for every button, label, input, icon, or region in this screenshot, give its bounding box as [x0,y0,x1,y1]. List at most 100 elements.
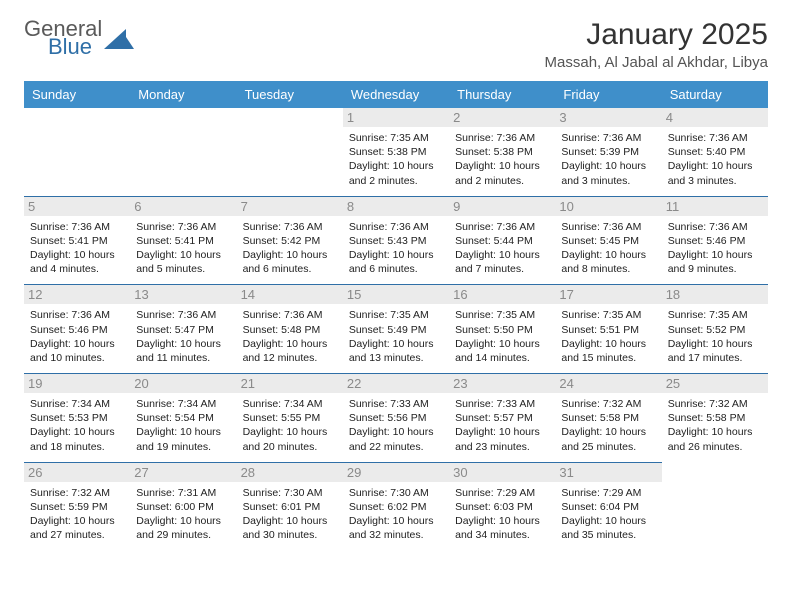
weekday-heading: Friday [555,81,661,108]
calendar-day-cell: 31Sunrise: 7:29 AMSunset: 6:04 PMDayligh… [555,462,661,550]
daylight-text: Daylight: 10 hours and 27 minutes. [30,514,124,542]
calendar-day-cell: 2Sunrise: 7:36 AMSunset: 5:38 PMDaylight… [449,108,555,196]
day-detail-text: Sunrise: 7:36 AMSunset: 5:46 PMDaylight:… [30,308,124,365]
day-number: 7 [237,197,343,216]
header: General Blue January 2025 Massah, Al Jab… [24,18,768,71]
daylight-text: Daylight: 10 hours and 20 minutes. [243,425,337,453]
daylight-text: Daylight: 10 hours and 6 minutes. [349,248,443,276]
sunrise-text: Sunrise: 7:36 AM [668,220,762,234]
calendar-day-cell: 20Sunrise: 7:34 AMSunset: 5:54 PMDayligh… [130,374,236,463]
day-number: 18 [662,285,768,304]
sunrise-text: Sunrise: 7:36 AM [243,220,337,234]
sunrise-text: Sunrise: 7:32 AM [561,397,655,411]
calendar-day-cell: 11Sunrise: 7:36 AMSunset: 5:46 PMDayligh… [662,196,768,285]
sunset-text: Sunset: 5:42 PM [243,234,337,248]
sunrise-text: Sunrise: 7:34 AM [243,397,337,411]
calendar-day-cell: 30Sunrise: 7:29 AMSunset: 6:03 PMDayligh… [449,462,555,550]
day-number: 8 [343,197,449,216]
sunset-text: Sunset: 5:40 PM [668,145,762,159]
daylight-text: Daylight: 10 hours and 4 minutes. [30,248,124,276]
daylight-text: Daylight: 10 hours and 8 minutes. [561,248,655,276]
calendar-day-cell: 14Sunrise: 7:36 AMSunset: 5:48 PMDayligh… [237,285,343,374]
calendar-day-cell: 29Sunrise: 7:30 AMSunset: 6:02 PMDayligh… [343,462,449,550]
day-detail-text: Sunrise: 7:34 AMSunset: 5:53 PMDaylight:… [30,397,124,454]
sunset-text: Sunset: 6:01 PM [243,500,337,514]
calendar-day-cell: 17Sunrise: 7:35 AMSunset: 5:51 PMDayligh… [555,285,661,374]
weekday-heading: Wednesday [343,81,449,108]
calendar-day-cell [662,462,768,550]
day-detail-text: Sunrise: 7:36 AMSunset: 5:42 PMDaylight:… [243,220,337,277]
sunset-text: Sunset: 5:51 PM [561,323,655,337]
calendar-day-cell: 9 Sunrise: 7:36 AMSunset: 5:44 PMDaylight… [449,196,555,285]
day-number: 3 [555,108,661,127]
calendar-day-cell: 13Sunrise: 7:36 AMSunset: 5:47 PMDayligh… [130,285,236,374]
sunrise-text: Sunrise: 7:36 AM [668,131,762,145]
daylight-text: Daylight: 10 hours and 32 minutes. [349,514,443,542]
day-detail-text: Sunrise: 7:35 AMSunset: 5:51 PMDaylight:… [561,308,655,365]
day-number: 9 [449,197,555,216]
sunrise-text: Sunrise: 7:35 AM [455,308,549,322]
sunset-text: Sunset: 5:38 PM [349,145,443,159]
day-number: 2 [449,108,555,127]
day-number: 19 [24,374,130,393]
sunset-text: Sunset: 5:54 PM [136,411,230,425]
sunrise-text: Sunrise: 7:36 AM [561,131,655,145]
day-number: 5 [24,197,130,216]
daylight-text: Daylight: 10 hours and 30 minutes. [243,514,337,542]
sunrise-text: Sunrise: 7:35 AM [561,308,655,322]
day-number: 27 [130,463,236,482]
calendar-day-cell [130,108,236,196]
sunset-text: Sunset: 5:59 PM [30,500,124,514]
sunset-text: Sunset: 5:45 PM [561,234,655,248]
day-number: 25 [662,374,768,393]
sunset-text: Sunset: 5:41 PM [30,234,124,248]
day-detail-text: Sunrise: 7:36 AMSunset: 5:41 PMDaylight:… [30,220,124,277]
sunrise-text: Sunrise: 7:33 AM [349,397,443,411]
sunrise-text: Sunrise: 7:29 AM [455,486,549,500]
weekday-heading: Tuesday [237,81,343,108]
sunrise-text: Sunrise: 7:32 AM [30,486,124,500]
calendar-day-cell: 26 Sunrise: 7:32 AMSunset: 5:59 PMDayligh… [24,462,130,550]
sunset-text: Sunset: 5:56 PM [349,411,443,425]
daylight-text: Daylight: 10 hours and 2 minutes. [455,159,549,187]
calendar-day-cell: 16 Sunrise: 7:35 AMSunset: 5:50 PMDayligh… [449,285,555,374]
day-detail-text: Sunrise: 7:35 AMSunset: 5:50 PMDaylight:… [455,308,549,365]
sunrise-text: Sunrise: 7:33 AM [455,397,549,411]
logo-text-blue: Blue [48,36,102,58]
sunrise-text: Sunrise: 7:36 AM [136,308,230,322]
day-number: 31 [555,463,661,482]
day-detail-text: Sunrise: 7:32 AMSunset: 5:59 PMDaylight:… [30,486,124,543]
sunrise-text: Sunrise: 7:31 AM [136,486,230,500]
sunrise-text: Sunrise: 7:36 AM [455,220,549,234]
calendar-weekday-header: Sunday Monday Tuesday Wednesday Thursday… [24,81,768,108]
day-detail-text: Sunrise: 7:36 AMSunset: 5:44 PMDaylight:… [455,220,549,277]
day-detail-text: Sunrise: 7:36 AMSunset: 5:48 PMDaylight:… [243,308,337,365]
day-detail-text: Sunrise: 7:36 AMSunset: 5:41 PMDaylight:… [136,220,230,277]
daylight-text: Daylight: 10 hours and 15 minutes. [561,337,655,365]
sunrise-text: Sunrise: 7:34 AM [30,397,124,411]
day-number: 16 [449,285,555,304]
daylight-text: Daylight: 10 hours and 23 minutes. [455,425,549,453]
calendar-week-row: 1Sunrise: 7:35 AMSunset: 5:38 PMDaylight… [24,108,768,196]
sunrise-text: Sunrise: 7:29 AM [561,486,655,500]
calendar-week-row: 5Sunrise: 7:36 AMSunset: 5:41 PMDaylight… [24,196,768,285]
calendar-day-cell: 3 Sunrise: 7:36 AMSunset: 5:39 PMDaylight… [555,108,661,196]
sunset-text: Sunset: 5:55 PM [243,411,337,425]
calendar-day-cell: 22Sunrise: 7:33 AMSunset: 5:56 PMDayligh… [343,374,449,463]
day-detail-text: Sunrise: 7:31 AMSunset: 6:00 PMDaylight:… [136,486,230,543]
calendar-day-cell: 18Sunrise: 7:35 AMSunset: 5:52 PMDayligh… [662,285,768,374]
daylight-text: Daylight: 10 hours and 22 minutes. [349,425,443,453]
daylight-text: Daylight: 10 hours and 3 minutes. [668,159,762,187]
day-number: 26 [24,463,130,482]
calendar-day-cell: 4Sunrise: 7:36 AMSunset: 5:40 PMDaylight… [662,108,768,196]
calendar-day-cell: 6Sunrise: 7:36 AMSunset: 5:41 PMDaylight… [130,196,236,285]
day-detail-text: Sunrise: 7:36 AMSunset: 5:39 PMDaylight:… [561,131,655,188]
day-detail-text: Sunrise: 7:30 AMSunset: 6:01 PMDaylight:… [243,486,337,543]
sunset-text: Sunset: 5:46 PM [30,323,124,337]
sunrise-text: Sunrise: 7:30 AM [243,486,337,500]
calendar-week-row: 12Sunrise: 7:36 AMSunset: 5:46 PMDayligh… [24,285,768,374]
calendar-week-row: 19 Sunrise: 7:34 AMSunset: 5:53 PMDayligh… [24,374,768,463]
sunrise-text: Sunrise: 7:32 AM [668,397,762,411]
daylight-text: Daylight: 10 hours and 18 minutes. [30,425,124,453]
sunrise-text: Sunrise: 7:36 AM [136,220,230,234]
